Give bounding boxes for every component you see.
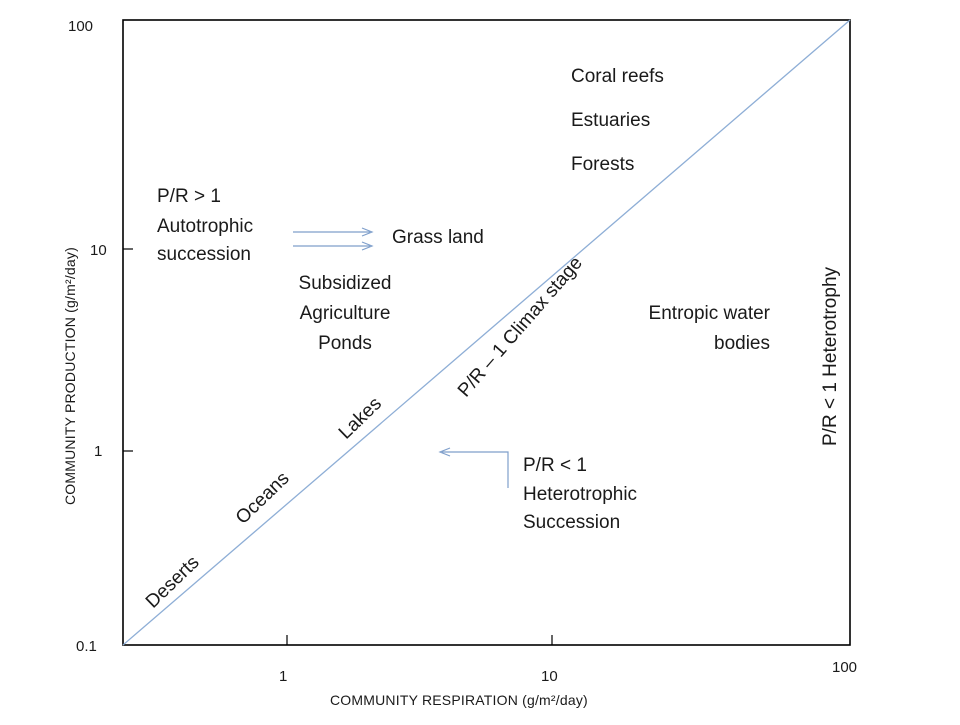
x-tick-label-100: 100 <box>832 659 857 676</box>
y-tick-label-100: 100 <box>68 18 93 35</box>
lakes-label: Lakes <box>335 393 386 443</box>
oceans-label: Oceans <box>232 468 294 529</box>
y-axis-title: COMMUNITY PRODUCTION (g/m²/day) <box>62 247 78 505</box>
heterotrophic-label: Heterotrophic <box>523 484 637 505</box>
heterotrophic-arrow-head <box>438 447 451 457</box>
autotrophic-label: Autotrophic <box>157 216 253 237</box>
x-tick-label-10: 10 <box>541 668 558 685</box>
subsidized-label: Subsidized <box>299 273 392 294</box>
x-tick-label-1: 1 <box>279 668 287 685</box>
autotrophic-arrow-1-head <box>361 227 374 237</box>
pr-greater-label: P/R > 1 <box>157 186 221 207</box>
grass-land-label: Grass land <box>392 227 484 248</box>
y-tick-label-10: 10 <box>90 242 107 259</box>
pr-less-label: P/R < 1 <box>523 455 587 476</box>
autotrophic-arrow-2-head <box>361 241 374 251</box>
y-tick-label-1: 1 <box>94 443 102 460</box>
autotrophic-succession-label: succession <box>157 244 251 265</box>
ponds-label: Ponds <box>318 333 372 354</box>
heterotrophic-arrow <box>442 451 509 488</box>
forests-label: Forests <box>571 154 634 175</box>
deserts-label: Deserts <box>142 552 204 613</box>
x-axis-title: COMMUNITY RESPIRATION (g/m²/day) <box>330 692 588 708</box>
heterotrophic-succession-label: Succession <box>523 512 620 533</box>
heterotrophy-side-label: P/R < 1 Heterotrophy <box>820 266 841 446</box>
estuaries-label: Estuaries <box>571 110 650 131</box>
climax-diagonal-line <box>122 19 851 646</box>
entropic-water-label: Entropic water <box>649 303 771 324</box>
entropic-bodies-label: bodies <box>714 333 770 354</box>
climax-stage-label: P/R – 1 Climax stage <box>454 253 587 401</box>
y-tick-label-0.1: 0.1 <box>76 638 97 655</box>
coral-reefs-label: Coral reefs <box>571 66 664 87</box>
agriculture-label: Agriculture <box>300 303 391 324</box>
plot-frame <box>122 19 851 646</box>
